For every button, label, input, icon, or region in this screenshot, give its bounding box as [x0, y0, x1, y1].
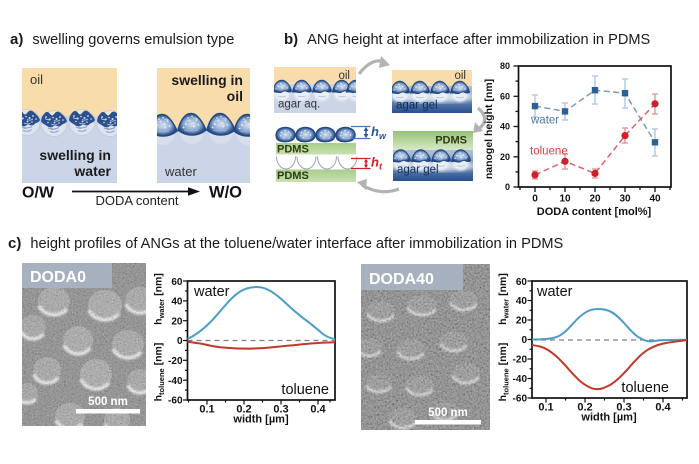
svg-text:DODA0: DODA0	[30, 269, 86, 286]
svg-text:agar aq.: agar aq.	[278, 99, 320, 111]
svg-text:-60: -60	[168, 396, 183, 407]
svg-text:oil: oil	[338, 70, 350, 82]
svg-text:nanogel height [nm]: nanogel height [nm]	[483, 79, 495, 179]
svg-text:PDMS: PDMS	[435, 135, 467, 147]
svg-text:0: 0	[505, 182, 510, 192]
svg-text:-60: -60	[513, 394, 528, 405]
svg-text:width [µm]: width [µm]	[580, 412, 637, 424]
svg-text:PDMS: PDMS	[277, 144, 309, 156]
svg-text:0.4: 0.4	[310, 404, 326, 416]
svg-text:agar gel: agar gel	[397, 164, 439, 176]
svg-text:PDMS: PDMS	[277, 170, 309, 182]
svg-text:0.3: 0.3	[616, 402, 631, 414]
svg-text:500 nm: 500 nm	[428, 407, 468, 419]
svg-text:20: 20	[589, 194, 601, 205]
svg-text:0.4: 0.4	[655, 402, 671, 414]
svg-text:oil: oil	[454, 70, 466, 82]
svg-text:water: water	[536, 284, 573, 300]
svg-text:0.2: 0.2	[236, 404, 251, 416]
svg-text:oil: oil	[30, 72, 43, 87]
svg-text:0: 0	[532, 194, 538, 205]
svg-text:30: 30	[619, 194, 631, 205]
svg-text:water: water	[530, 115, 559, 127]
svg-text:htoluene [nm]: htoluene [nm]	[497, 343, 511, 402]
svg-text:toluene: toluene	[281, 382, 329, 398]
svg-text:10: 10	[559, 194, 571, 205]
svg-text:DODA content: DODA content	[95, 193, 178, 208]
svg-text:40: 40	[649, 194, 661, 205]
svg-text:-20: -20	[513, 355, 528, 366]
svg-text:width [µm]: width [µm]	[232, 414, 289, 426]
svg-text:0.1: 0.1	[538, 402, 553, 414]
svg-text:O/W: O/W	[22, 185, 55, 202]
svg-text:DODA40: DODA40	[369, 271, 434, 288]
svg-text:swelling in: swelling in	[39, 147, 111, 163]
svg-text:htoluene [nm]: htoluene [nm]	[153, 343, 167, 402]
svg-text:40: 40	[516, 296, 528, 307]
svg-text:water: water	[164, 164, 197, 179]
svg-text:-40: -40	[168, 376, 183, 387]
svg-text:water: water	[73, 163, 111, 179]
svg-text:oil: oil	[227, 88, 243, 104]
svg-text:ht: ht	[371, 155, 383, 172]
svg-text:40: 40	[500, 122, 510, 132]
svg-text:toluene: toluene	[621, 380, 669, 396]
svg-text:40: 40	[171, 297, 183, 308]
svg-text:20: 20	[500, 152, 510, 162]
svg-text:-20: -20	[168, 356, 183, 367]
svg-text:60: 60	[171, 277, 183, 288]
svg-text:hw: hw	[371, 124, 387, 141]
svg-text:0: 0	[177, 336, 183, 347]
svg-text:hwater [nm]: hwater [nm]	[497, 273, 511, 325]
svg-text:0.2: 0.2	[577, 402, 592, 414]
svg-text:-40: -40	[513, 374, 528, 385]
svg-text:0.1: 0.1	[199, 404, 214, 416]
svg-text:water: water	[193, 284, 230, 300]
svg-text:DODA content [mol%]: DODA content [mol%]	[537, 206, 652, 218]
svg-text:500 nm: 500 nm	[88, 396, 128, 408]
svg-text:hwater [nm]: hwater [nm]	[153, 273, 167, 325]
svg-text:agar gel: agar gel	[396, 100, 438, 112]
svg-text:0: 0	[521, 335, 527, 346]
svg-text:60: 60	[516, 277, 528, 288]
svg-text:0.3: 0.3	[273, 404, 288, 416]
svg-text:80: 80	[500, 61, 510, 71]
svg-text:20: 20	[171, 316, 183, 327]
svg-text:swelling in: swelling in	[171, 72, 243, 88]
svg-text:W/O: W/O	[209, 184, 242, 202]
svg-text:20: 20	[516, 316, 528, 327]
svg-text:60: 60	[500, 91, 510, 101]
svg-text:toluene: toluene	[530, 146, 568, 158]
